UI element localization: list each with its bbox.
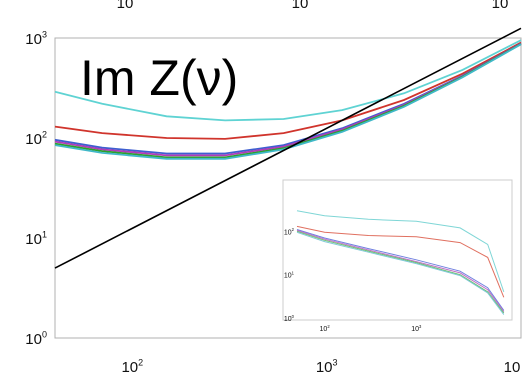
series-line — [54, 43, 522, 160]
y-tick-label: 102 — [25, 129, 47, 148]
y-tick-label: 100 — [25, 329, 47, 348]
series-line — [54, 27, 522, 269]
inset-y-tick-label: 101 — [284, 271, 295, 280]
top-tick-label: 10 — [292, 0, 309, 12]
inset-series-line — [296, 210, 505, 293]
inset-x-tick-label: 103 — [411, 324, 422, 333]
inset-series-line — [296, 229, 505, 312]
series-line — [54, 39, 522, 122]
inset-series-lines — [296, 210, 505, 315]
inset-series-line — [296, 229, 505, 311]
inset-y-tick-label: 102 — [284, 227, 295, 236]
x-tick-label: 10 — [504, 359, 521, 376]
chart-title: Im Z(ν) — [80, 50, 238, 106]
inset-y-tick-label: 100 — [284, 314, 295, 323]
x-tick-label: 102 — [121, 357, 143, 376]
inset-series-line — [296, 230, 505, 314]
y-tick-labels: 100 101 102 103 — [25, 29, 47, 348]
inset-y-tick-labels: 100 101 102 — [284, 227, 295, 323]
y-tick-label: 103 — [25, 29, 47, 48]
series-lines — [54, 27, 522, 269]
plot-frame — [54, 37, 522, 339]
y-tick-label: 101 — [25, 229, 47, 248]
top-tick-label: 10 — [117, 0, 134, 12]
x-tick-label: 103 — [316, 357, 338, 376]
x-tick-labels: 102 103 10 — [121, 357, 520, 376]
inset-series-line — [296, 231, 505, 315]
top-tick-labels: 10 10 10 — [117, 0, 509, 12]
inset-chart: 100 101 102 102 103 — [282, 179, 513, 333]
inset-x-tick-label: 102 — [320, 324, 331, 333]
inset-series-line — [296, 225, 505, 298]
top-tick-label: 10 — [492, 0, 509, 12]
series-line — [54, 41, 522, 140]
inset-x-tick-labels: 102 103 — [320, 324, 422, 333]
inset-frame — [282, 179, 513, 321]
